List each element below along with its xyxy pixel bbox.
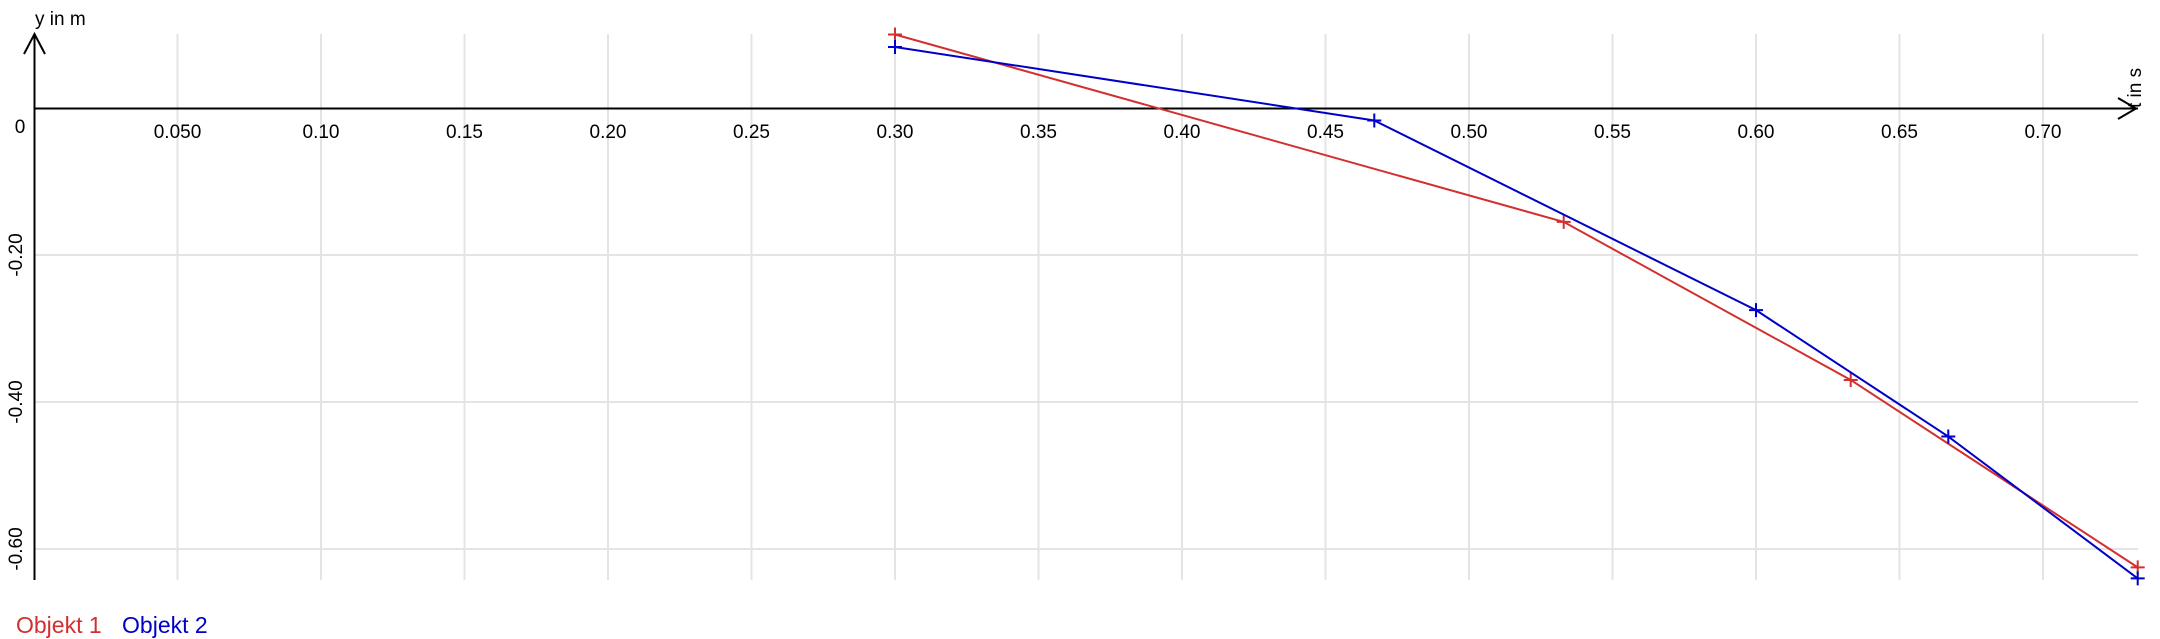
legend: Objekt 1 Objekt 2 bbox=[16, 612, 222, 639]
x-axis-label: t in s bbox=[2125, 68, 2146, 108]
x-axis-arrow-icon bbox=[2117, 97, 2138, 120]
tick-labels: 0.050 0.10 0.15 0.20 0.25 0.30 0.35 0.40 0.45 0.5… bbox=[6, 117, 2061, 571]
y-tick-label: -0.60 bbox=[6, 527, 27, 570]
y-axis-label: y in m bbox=[35, 9, 86, 30]
x-tick-label: 0.15 bbox=[446, 122, 483, 143]
x-tick-label: 0.50 bbox=[1451, 122, 1488, 143]
y-axis-arrow-icon bbox=[23, 31, 46, 55]
x-tick-label: 0.40 bbox=[1164, 122, 1201, 143]
data-point-series-1 bbox=[1843, 372, 1858, 387]
data-point-series-2 bbox=[888, 39, 902, 54]
y-tick-label: 0 bbox=[15, 117, 26, 138]
x-tick-label: 0.30 bbox=[877, 122, 914, 143]
x-tick-label: 0.60 bbox=[1738, 122, 1775, 143]
x-tick-label: 0.65 bbox=[1881, 122, 1918, 143]
x-tick-label: 0.10 bbox=[303, 122, 340, 143]
data-point-series-1 bbox=[888, 27, 902, 42]
legend-item-objekt-2: Objekt 2 bbox=[122, 612, 208, 638]
series-group bbox=[888, 27, 2145, 586]
data-point-series-2 bbox=[2130, 571, 2145, 586]
axes: y in m t in s bbox=[23, 9, 2146, 580]
x-tick-label: 0.55 bbox=[1594, 122, 1631, 143]
x-tick-label: 0.050 bbox=[154, 122, 202, 143]
grid bbox=[34, 34, 2138, 580]
legend-item-objekt-1: Objekt 1 bbox=[16, 612, 102, 638]
data-point-series-1 bbox=[1556, 214, 1571, 229]
y-tick-label: -0.20 bbox=[6, 233, 27, 276]
data-point-series-2 bbox=[1941, 429, 1956, 444]
x-tick-label: 0.35 bbox=[1020, 122, 1057, 143]
x-tick-label: 0.70 bbox=[2025, 122, 2062, 143]
series-line-1 bbox=[894, 33, 2139, 569]
data-point-series-2 bbox=[1367, 113, 1382, 128]
series-line-2 bbox=[894, 46, 2139, 580]
x-tick-label: 0.25 bbox=[733, 122, 770, 143]
y-tick-label: -0.40 bbox=[6, 380, 27, 423]
x-tick-label: 0.45 bbox=[1307, 122, 1344, 143]
data-point-series-2 bbox=[1749, 303, 1763, 318]
x-tick-label: 0.20 bbox=[590, 122, 627, 143]
